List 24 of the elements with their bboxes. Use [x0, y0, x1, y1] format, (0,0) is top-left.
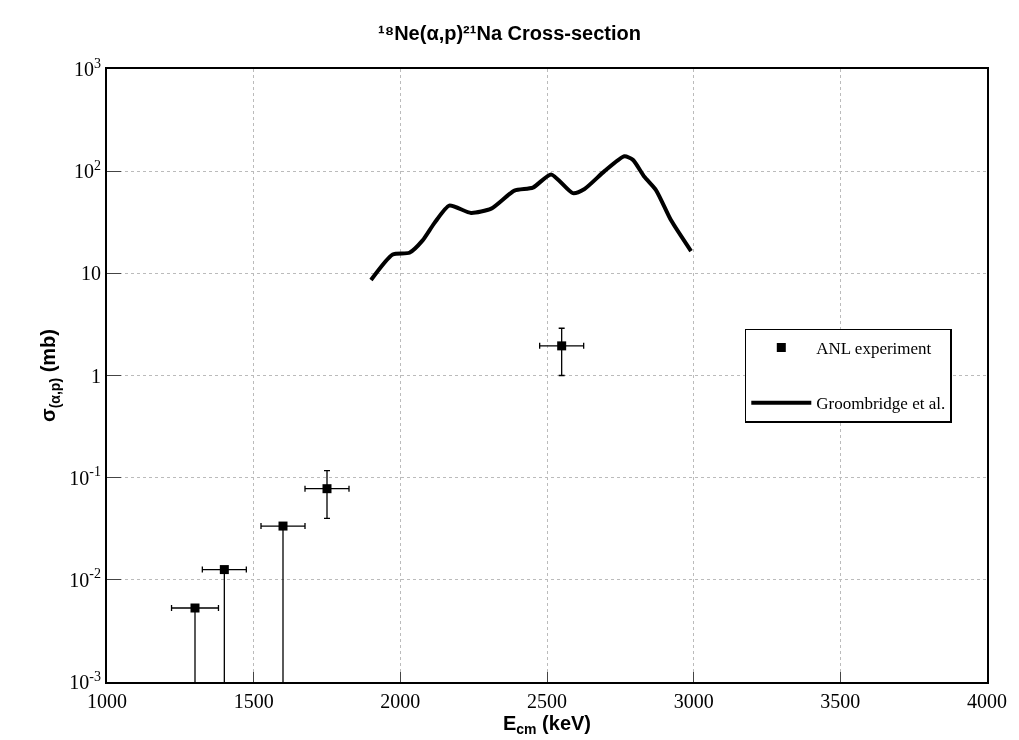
point — [322, 484, 332, 494]
line-series — [369, 154, 694, 283]
x-tick-label: 3500 — [820, 690, 861, 712]
y-tick-label: 1 — [91, 364, 101, 387]
legend-label: Groombridge et al. — [816, 394, 946, 414]
y-tick-label: 10$^{-2}$ — [69, 566, 101, 591]
point — [190, 603, 200, 613]
x-tick-label: 3000 — [673, 690, 714, 712]
y-tick-label: 10$^{2}$ — [74, 157, 101, 183]
point — [219, 565, 229, 575]
y-tick-label: 10$^{-1}$ — [69, 464, 101, 489]
legend-label: ANL experiment — [816, 339, 932, 359]
y-tick-label: 10 — [81, 262, 101, 285]
x-tick-label: 1500 — [233, 690, 274, 712]
x-tick-label: 4000 — [967, 690, 1007, 712]
y-tick-label: 10$^{3}$ — [74, 55, 101, 80]
x-tick-label: 2000 — [380, 690, 421, 712]
point — [557, 341, 567, 351]
x-axis-title: E$_{cm}$ (keV) — [502, 712, 592, 738]
x-tick-label: 2500 — [527, 690, 567, 712]
y-tick-label: 10$^{-3}$ — [69, 668, 101, 693]
chart-title: ¹⁸Ne(α,p)²¹Na Cross-section — [378, 21, 641, 44]
x-tick-label: 1000 — [87, 690, 127, 712]
point — [278, 521, 288, 531]
